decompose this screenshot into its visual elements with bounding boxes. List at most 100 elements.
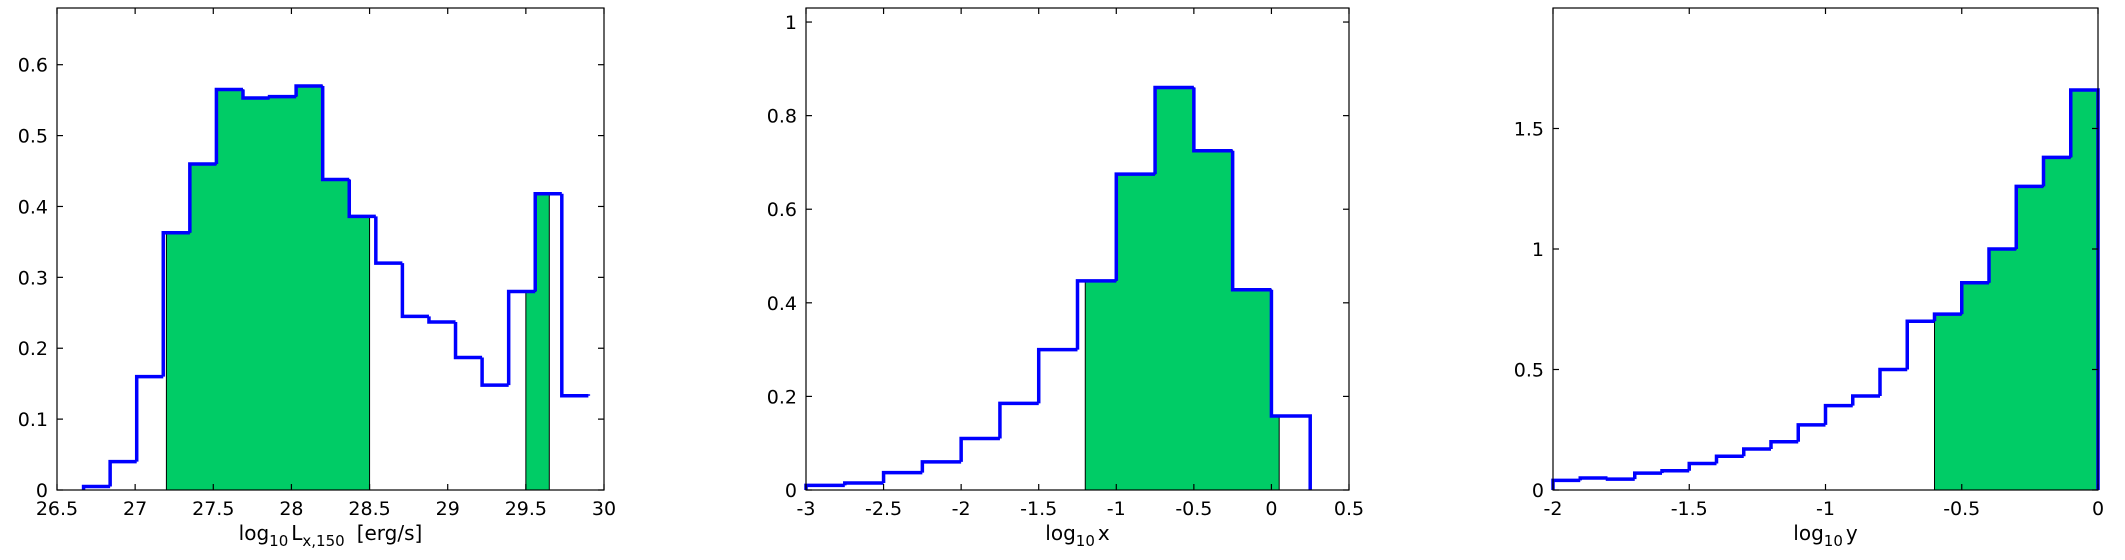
y-tick-label: 0.2	[18, 338, 48, 360]
panel-1: 26.5 27 27.5 28 28.5 29 29.5 30 0 0.1 0.2 0.3 0.4 0.5…	[18, 7, 616, 550]
histogram-bar	[294, 84, 323, 97]
x-axis-label-pre: log	[1793, 521, 1824, 545]
histogram-bar	[320, 85, 350, 182]
histogram-bar	[1551, 478, 1581, 490]
axes-frame	[56, 7, 605, 491]
histogram-bar	[2041, 155, 2071, 187]
histogram-bar	[560, 193, 589, 398]
x-tick-label: -1	[1107, 498, 1126, 520]
y-tick-label: 0.3	[18, 267, 48, 289]
x-tick-label: 26.5	[36, 498, 78, 520]
histogram-bar	[267, 94, 297, 99]
histogram-bar	[881, 470, 923, 483]
x-tick-label: 30	[592, 498, 616, 520]
histogram-bar	[1114, 172, 1156, 281]
x-tick-label: -0.5	[1943, 498, 1980, 520]
y-tick-label: 0.1	[18, 409, 48, 431]
histogram-bar	[400, 263, 429, 319]
histogram-bar	[1578, 476, 1608, 481]
y-tick-label: 1.5	[1514, 119, 1544, 141]
x-tick-label: 27	[123, 498, 147, 520]
x-tick-label: 0	[1265, 498, 1277, 520]
histogram-bar	[1987, 247, 2017, 283]
x-tick-label: -1	[1816, 498, 1835, 520]
y-tick-label: 0.6	[767, 199, 797, 221]
x-axis-label-sub1: 10	[1824, 532, 1843, 550]
y-tick-label: 0.8	[767, 106, 797, 128]
histogram-bar	[1823, 403, 1853, 425]
x-tick-label: -2	[1544, 498, 1563, 520]
histogram-bar	[2014, 184, 2044, 249]
histogram-bar	[1905, 319, 1935, 370]
shaded-region	[1934, 89, 2099, 491]
histogram-bar	[920, 460, 962, 473]
histogram-bar	[347, 179, 376, 219]
histogram-bar	[480, 357, 509, 387]
x-axis-label-pre: log	[239, 521, 270, 545]
panel-3: -2 -1.5 -1 -0.5 0 0 0.5 1 1.5 log10 y	[1514, 7, 2104, 550]
histogram-bar	[241, 89, 270, 100]
axes-frame	[805, 7, 1350, 491]
x-axis-label-mid: L	[291, 521, 303, 545]
y-tick-label: 0.4	[18, 196, 48, 218]
y-tick-label: 1	[1532, 239, 1544, 261]
histogram-bar	[1153, 85, 1194, 175]
y-tick-label: 0	[36, 480, 48, 502]
histogram-bar	[108, 459, 137, 487]
x-tick-label: -1.5	[1020, 498, 1057, 520]
histogram-bar	[1796, 423, 1826, 442]
shaded-region	[525, 193, 550, 491]
y-tick-label: 0	[1532, 480, 1544, 502]
histogram-bar	[1932, 312, 1962, 322]
histogram-bar	[1714, 454, 1744, 464]
x-tick-label: -0.5	[1175, 498, 1212, 520]
histogram-bar	[161, 230, 190, 377]
x-tick-label: -1.5	[1671, 498, 1708, 520]
histogram-bar	[1633, 471, 1662, 480]
x-tick-label: 0.5	[1334, 498, 1364, 520]
histogram-bar	[1960, 280, 1989, 315]
x-axis-label-sub1: 10	[269, 532, 288, 550]
x-tick-label: -2	[952, 498, 971, 520]
x-axis-label: log10 y	[1793, 521, 1858, 550]
y-tick-label: 0.6	[18, 55, 48, 77]
y-tick-label: 1	[785, 12, 797, 34]
x-tick-label: -3	[797, 498, 816, 520]
histogram-bar	[214, 87, 243, 164]
histogram-bar	[81, 484, 111, 490]
histogram-bar	[998, 401, 1039, 439]
panel-2: -3 -2.5 -2 -1.5 -1 -0.5 0 0.5 0 0.2 0.4 0.6 0.8 1 log1…	[767, 7, 1364, 550]
x-tick-label: 28	[279, 498, 303, 520]
histogram-bar	[1878, 367, 1908, 397]
histogram-bar	[1036, 347, 1078, 404]
histogram-bar	[804, 483, 845, 490]
x-axis-label-post: [erg/s]	[357, 521, 423, 545]
histogram-bar	[134, 374, 164, 462]
histogram-bar	[506, 289, 536, 386]
x-tick-label: 29.5	[505, 498, 547, 520]
histogram-bar	[1230, 150, 1272, 292]
histogram-bar	[453, 322, 483, 360]
histogram-bar	[1605, 477, 1635, 481]
y-tick-label: 0	[785, 480, 797, 502]
histogram-bar	[1075, 279, 1117, 350]
x-tick-label: 27.5	[192, 498, 234, 520]
histogram-bar	[1742, 447, 1771, 457]
histogram-bar	[188, 162, 217, 233]
histogram-bar	[1269, 289, 1312, 490]
histogram-bar	[1660, 468, 1690, 474]
x-axis-label: log10 Lx,150 [erg/s]	[239, 521, 423, 550]
histogram-bar	[959, 436, 1000, 462]
histogram-bar	[1687, 461, 1717, 471]
histogram-bar	[1192, 87, 1233, 153]
shaded-region	[165, 85, 371, 491]
x-axis-label-mid: x	[1098, 521, 1110, 545]
x-tick-label: -2.5	[865, 498, 902, 520]
y-tick-label: 0.5	[18, 126, 48, 148]
histogram-bar	[533, 191, 562, 292]
x-axis-label-sub2: x,150	[302, 532, 344, 550]
histogram-bar	[843, 481, 884, 486]
histogram-bar	[374, 216, 403, 265]
y-tick-label: 0.4	[767, 293, 797, 315]
histogram-bar	[427, 316, 456, 324]
